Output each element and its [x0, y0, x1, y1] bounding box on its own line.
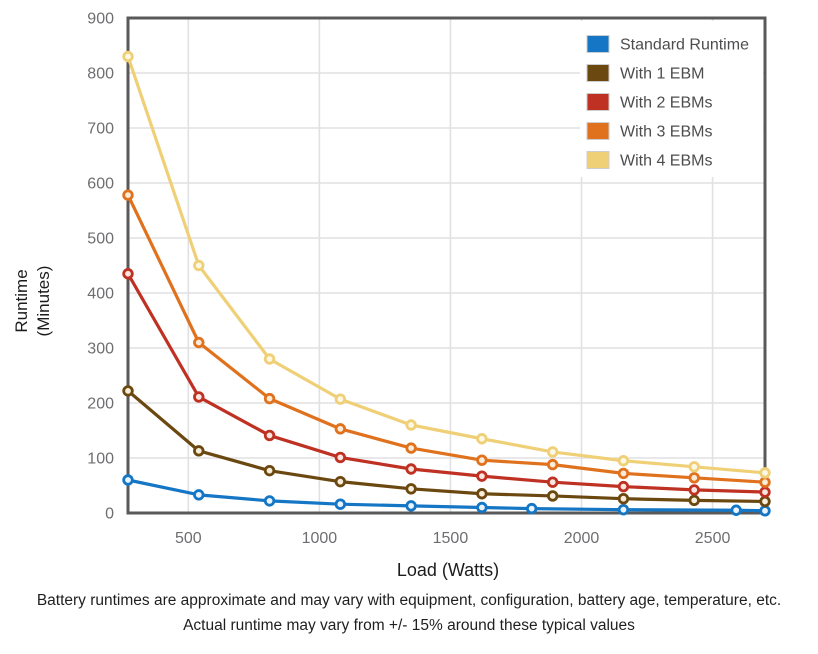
data-point-marker — [688, 494, 700, 507]
caption-line-2: Actual runtime may vary from +/- 15% aro… — [183, 617, 635, 634]
data-point-marker — [405, 419, 417, 431]
x-tick-label: 500 — [175, 530, 202, 547]
x-tick-label: 1500 — [433, 530, 469, 547]
y-tick-label: 300 — [87, 341, 114, 358]
legend-label: With 4 EBMs — [620, 153, 712, 170]
data-point-marker — [263, 429, 276, 442]
legend-label: With 3 EBMs — [620, 124, 712, 141]
y-tick-label: 900 — [87, 11, 114, 28]
y-axis-title-line1: Runtime — [12, 269, 31, 333]
legend-label: Standard Runtime — [620, 37, 749, 54]
data-point-marker — [334, 451, 347, 464]
y-tick-label: 200 — [87, 396, 114, 413]
data-point-marker — [405, 442, 417, 454]
legend-label: With 1 EBM — [620, 66, 704, 83]
data-point-marker — [546, 458, 559, 471]
legend-swatch — [586, 93, 610, 111]
data-point-marker — [476, 470, 488, 482]
data-point-marker — [263, 495, 276, 507]
data-point-marker — [263, 464, 276, 477]
y-tick-label: 700 — [87, 121, 114, 138]
series-line-4 — [126, 54, 767, 475]
data-point-marker — [688, 461, 700, 473]
data-point-marker — [334, 475, 347, 488]
data-point-marker — [405, 500, 417, 512]
series-line-0 — [126, 478, 767, 513]
data-point-marker — [122, 189, 134, 201]
data-point-marker — [476, 501, 488, 514]
legend-swatch — [586, 35, 610, 53]
data-point-marker — [546, 446, 559, 458]
data-point-marker — [193, 259, 205, 272]
y-tick-label: 400 — [87, 286, 114, 303]
data-point-marker — [193, 336, 205, 349]
data-point-marker — [688, 484, 700, 496]
y-tick-label: 100 — [87, 451, 114, 468]
y-axis-title-line2: (Minutes) — [34, 265, 53, 337]
series-line-3 — [126, 193, 767, 484]
y-tick-label: 0 — [105, 506, 114, 523]
data-point-marker — [759, 495, 771, 508]
data-point-marker — [617, 455, 630, 467]
data-point-marker — [546, 476, 559, 488]
data-point-marker — [617, 504, 630, 516]
x-tick-label: 1000 — [302, 530, 338, 547]
data-point-marker — [193, 391, 205, 403]
series-line-2 — [126, 272, 767, 494]
legend-background — [580, 21, 763, 177]
data-point-marker — [759, 476, 771, 488]
y-tick-label: 600 — [87, 176, 114, 193]
data-point-marker — [122, 474, 134, 486]
caption-line-1: Battery runtimes are approximate and may… — [36, 592, 782, 609]
data-point-marker — [546, 490, 559, 502]
legend-swatch — [586, 151, 610, 169]
x-tick-label: 2000 — [564, 530, 600, 547]
data-point-marker — [405, 483, 417, 495]
data-point-marker — [525, 502, 538, 515]
y-tick-label: 500 — [87, 231, 114, 248]
legend-swatch — [586, 122, 610, 140]
legend-label: With 2 EBMs — [620, 95, 712, 112]
data-point-marker — [476, 454, 488, 466]
data-point-marker — [263, 353, 276, 365]
data-point-marker — [617, 467, 630, 480]
legend-swatch — [586, 64, 610, 82]
data-point-marker — [759, 505, 771, 517]
x-axis-title: Load (Watts) — [396, 560, 500, 580]
data-point-marker — [688, 472, 700, 484]
data-point-marker — [759, 467, 771, 479]
series-line-1 — [126, 389, 767, 504]
data-point-marker — [122, 268, 134, 280]
data-point-marker — [759, 486, 771, 498]
y-tick-label: 800 — [87, 66, 114, 83]
data-point-marker — [476, 488, 488, 500]
data-point-marker — [122, 385, 134, 397]
plot-border — [126, 16, 767, 515]
x-tick-label: 2500 — [695, 530, 731, 547]
data-point-marker — [617, 480, 630, 493]
data-point-marker — [263, 392, 276, 405]
data-point-marker — [334, 423, 347, 435]
data-point-marker — [730, 504, 742, 516]
data-point-marker — [122, 50, 134, 63]
data-point-marker — [193, 489, 205, 501]
data-point-marker — [193, 445, 205, 457]
y-axis-title: Runtime (Minutes) — [11, 221, 57, 381]
data-point-marker — [334, 498, 347, 510]
data-point-marker — [476, 433, 488, 445]
data-point-marker — [617, 493, 630, 505]
data-point-marker — [405, 463, 417, 475]
data-point-marker — [334, 393, 347, 405]
